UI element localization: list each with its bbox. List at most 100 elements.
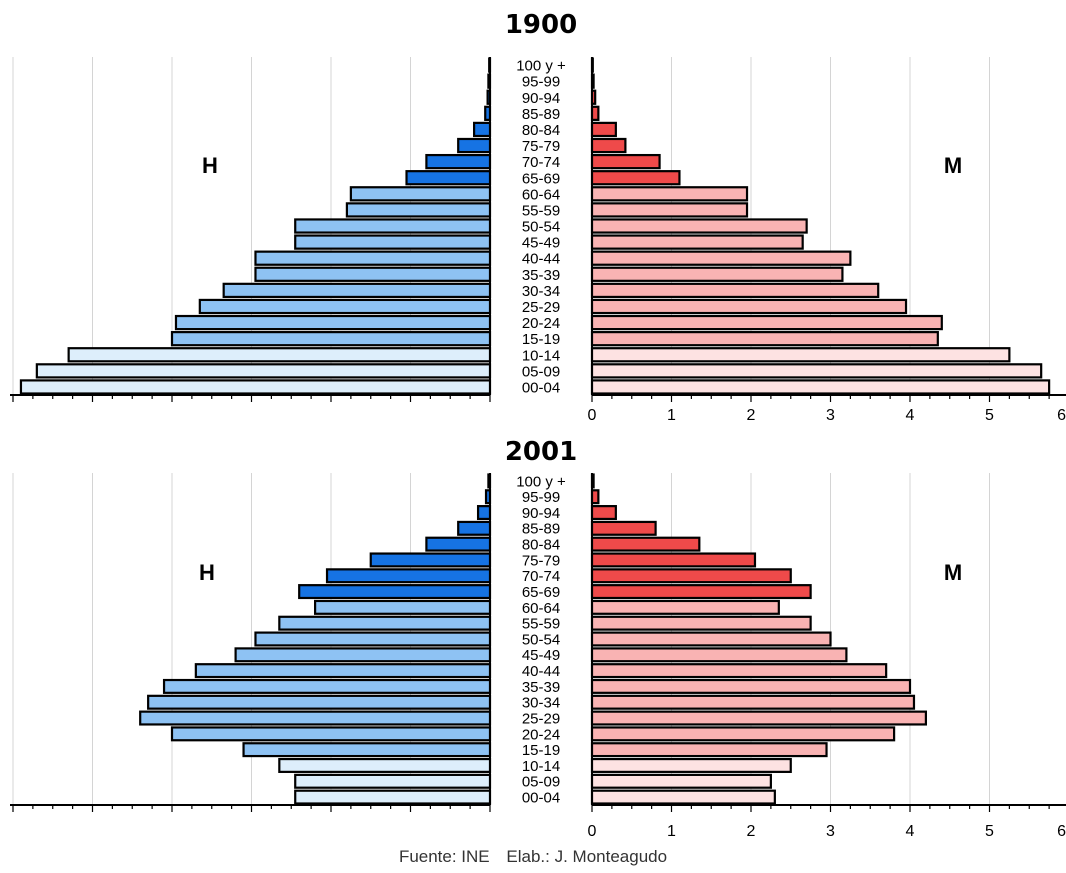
female-bar (590, 331, 939, 347)
age-group-label: 15-19 (522, 742, 560, 759)
x-tick-label: 1 (667, 407, 676, 424)
age-group-label: 00-04 (522, 790, 560, 807)
x-tick-label: 0 (588, 407, 597, 424)
female-bar (590, 757, 792, 773)
male-bar (457, 520, 492, 536)
age-group-label: 10-14 (522, 347, 560, 364)
female-bar (590, 379, 1051, 395)
female-bar (590, 726, 896, 742)
x-tick-label: 6 (1057, 823, 1066, 840)
male-bar (174, 314, 492, 331)
age-group-label: 25-29 (522, 710, 560, 727)
male-bar (254, 266, 492, 282)
age-group-label: 75-79 (522, 552, 560, 569)
age-group-label: 45-49 (522, 235, 560, 252)
x-tick-label: 0 (588, 823, 597, 840)
x-tick-label: 4 (906, 407, 915, 424)
female-bar (590, 266, 844, 282)
x-tick-label: 5 (985, 407, 994, 424)
male-bar (139, 710, 492, 726)
male-bar (254, 250, 492, 266)
female-bar (590, 298, 908, 315)
female-bar (590, 694, 916, 710)
x-tick-label: 6 (1057, 407, 1066, 424)
female-bar (590, 678, 912, 694)
female-bar (590, 568, 792, 584)
female-bar (590, 137, 627, 154)
male-bar (405, 170, 492, 186)
age-group-label: 40-44 (522, 663, 560, 680)
female-bar (590, 347, 1011, 363)
male-bar (254, 631, 492, 647)
male-bar (278, 757, 492, 773)
age-group-label: 00-04 (522, 380, 560, 397)
x-tick-label: 5 (985, 823, 994, 840)
female-bar (590, 250, 852, 266)
age-group-label: 35-39 (522, 679, 560, 696)
x-tick-label: 4 (906, 823, 915, 840)
male-bar (473, 121, 492, 138)
female-bar (590, 314, 943, 331)
female-bar (590, 363, 1043, 379)
age-group-label: 90-94 (522, 90, 560, 107)
female-bar (590, 218, 808, 234)
age-group-label: 45-49 (522, 647, 560, 664)
age-group-label: 80-84 (522, 537, 560, 554)
age-group-label: 65-69 (522, 584, 560, 601)
x-tick-label: 2 (747, 823, 756, 840)
chart-title: 1900 (505, 10, 577, 40)
female-bar (590, 536, 701, 552)
age-group-label: 65-69 (522, 170, 560, 187)
male-bar (294, 234, 492, 250)
female-side-label: M (944, 560, 962, 585)
age-group-label: 50-54 (522, 631, 560, 648)
male-bar (242, 742, 492, 758)
source-credit: Fuente: INE (398, 847, 490, 866)
female-bar (590, 170, 681, 186)
male-bar (67, 347, 492, 363)
x-tick-label: 1 (667, 823, 676, 840)
male-bar (194, 663, 492, 679)
age-group-label: 90-94 (522, 505, 560, 522)
age-group-label: 60-64 (522, 186, 560, 203)
age-group-label: 35-39 (522, 267, 560, 284)
male-bar (349, 186, 492, 202)
female-side-label: M (944, 153, 962, 178)
female-bar (590, 710, 927, 726)
male-bar (294, 773, 492, 789)
age-group-label: 55-59 (522, 616, 560, 633)
female-bar (590, 647, 848, 663)
male-bar (425, 153, 492, 170)
author-credit: Elab.: J. Monteagudo (506, 847, 668, 866)
age-group-label: 50-54 (522, 219, 560, 236)
female-bar (590, 663, 888, 679)
female-bar (590, 552, 757, 568)
male-bar (314, 599, 492, 615)
male-bar (294, 218, 492, 234)
chart-title: 2001 (505, 437, 577, 467)
age-group-label: 10-14 (522, 758, 560, 775)
x-tick-label: 2 (747, 407, 756, 424)
age-group-label: 95-99 (522, 489, 560, 506)
age-group-label: 80-84 (522, 122, 560, 139)
female-bar (590, 505, 617, 521)
male-bar (35, 363, 492, 379)
male-bar (345, 202, 492, 218)
age-group-label: 60-64 (522, 600, 560, 617)
male-bar (170, 331, 492, 347)
age-group-label: 55-59 (522, 202, 560, 219)
female-bar (590, 234, 804, 250)
male-bar (298, 584, 492, 600)
age-group-label: 20-24 (522, 726, 560, 743)
age-group-label: 20-24 (522, 315, 560, 332)
male-bar (162, 678, 492, 694)
female-bar (590, 202, 749, 218)
age-group-label: 40-44 (522, 251, 560, 268)
age-group-label: 85-89 (522, 106, 560, 123)
female-bar (590, 631, 832, 647)
male-bar (198, 298, 492, 315)
male-bar (369, 552, 492, 568)
age-group-label: 95-99 (522, 74, 560, 91)
age-group-label: 70-74 (522, 154, 560, 171)
age-group-label: 30-34 (522, 283, 560, 300)
